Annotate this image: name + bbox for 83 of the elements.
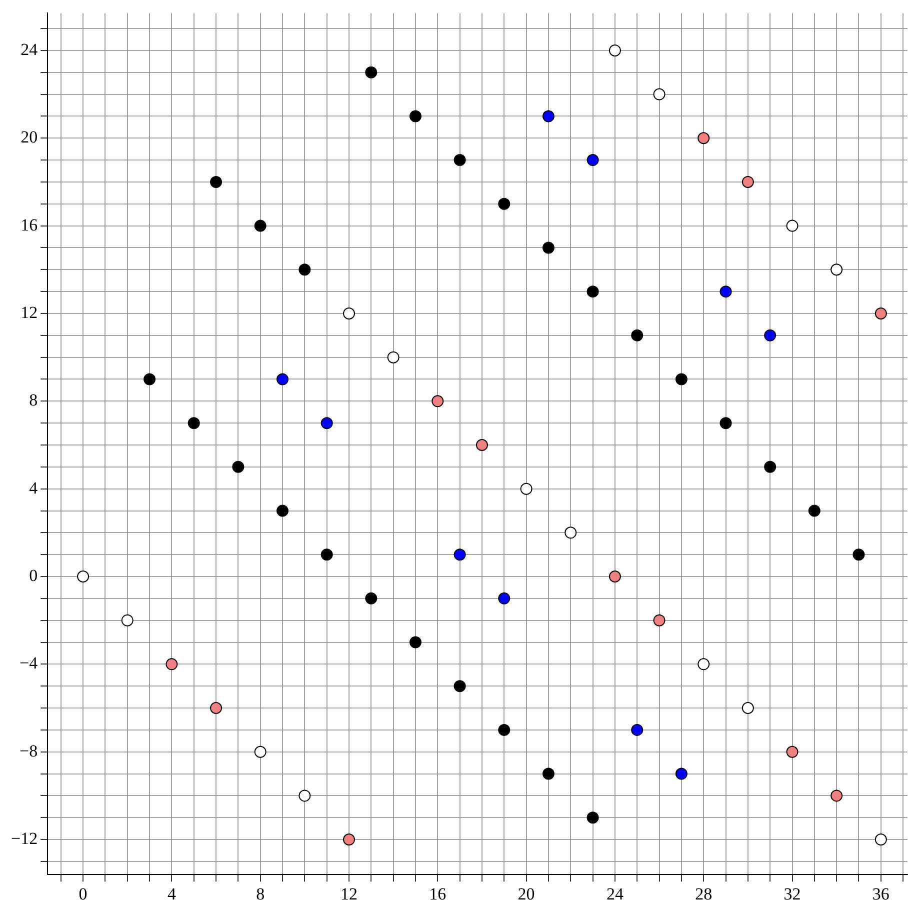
- point: [454, 154, 466, 166]
- point: [188, 417, 200, 430]
- point: [498, 724, 510, 736]
- point: [542, 242, 554, 254]
- point: [409, 110, 422, 122]
- point: [675, 768, 688, 780]
- point: [254, 746, 266, 758]
- y-tick-label: 4: [29, 478, 38, 498]
- point: [742, 176, 754, 188]
- point: [210, 176, 222, 188]
- x-tick-label: 8: [256, 884, 265, 904]
- point: [586, 286, 599, 298]
- point: [720, 417, 732, 430]
- point: [675, 373, 688, 386]
- y-tick-label: 16: [20, 215, 38, 234]
- x-tick-label: 4: [167, 884, 176, 904]
- x-tick-label: 16: [429, 884, 446, 904]
- point: [343, 834, 355, 846]
- point: [830, 790, 843, 802]
- y-tick-label: −8: [19, 741, 38, 760]
- x-tick-label: 0: [78, 884, 88, 904]
- y-tick-label: −4: [19, 654, 38, 673]
- point: [498, 198, 510, 210]
- x-tick-label: 32: [784, 884, 801, 904]
- y-tick-label: 24: [20, 40, 38, 59]
- x-tick-label: 28: [695, 884, 712, 904]
- point: [144, 373, 156, 386]
- point: [631, 329, 644, 342]
- point: [166, 658, 178, 670]
- point: [409, 636, 422, 648]
- point: [343, 307, 355, 320]
- x-tick-label: 24: [606, 884, 624, 904]
- point: [653, 88, 666, 100]
- point: [786, 746, 798, 758]
- point: [608, 570, 621, 583]
- y-tick-label: −12: [10, 829, 38, 848]
- x-tick-label: 36: [872, 884, 890, 904]
- point: [254, 220, 266, 232]
- point: [365, 592, 378, 604]
- point: [564, 526, 577, 539]
- point: [520, 482, 532, 495]
- point: [232, 460, 244, 473]
- point: [720, 286, 732, 298]
- point: [874, 307, 887, 320]
- point: [586, 154, 599, 166]
- point: [852, 548, 865, 561]
- point: [586, 812, 599, 824]
- point: [786, 220, 798, 232]
- point: [320, 417, 333, 430]
- point: [631, 724, 644, 736]
- point: [298, 790, 311, 802]
- point: [365, 66, 378, 78]
- point: [698, 658, 710, 670]
- point: [320, 548, 333, 561]
- point: [764, 329, 776, 342]
- point: [608, 44, 621, 56]
- point: [764, 460, 776, 473]
- point: [276, 504, 289, 517]
- point: [432, 395, 444, 408]
- point: [454, 548, 466, 561]
- x-tick-label: 20: [518, 884, 535, 904]
- point: [210, 702, 222, 714]
- y-tick-label: 0: [29, 566, 38, 585]
- point: [698, 132, 710, 144]
- point: [653, 614, 666, 626]
- point: [121, 614, 134, 626]
- point: [742, 702, 754, 714]
- point: [830, 264, 843, 276]
- point: [77, 570, 90, 583]
- point: [298, 264, 311, 276]
- point: [542, 110, 554, 122]
- point: [276, 373, 289, 386]
- point: [498, 592, 510, 604]
- y-tick-label: 12: [20, 302, 38, 322]
- point: [476, 438, 488, 451]
- point: [454, 680, 466, 692]
- point: [387, 351, 400, 364]
- y-tick-label: 20: [20, 128, 38, 147]
- x-tick-label: 12: [340, 884, 358, 904]
- point: [874, 834, 887, 846]
- y-tick-label: 8: [29, 390, 38, 410]
- point: [542, 768, 554, 780]
- point: [808, 504, 820, 517]
